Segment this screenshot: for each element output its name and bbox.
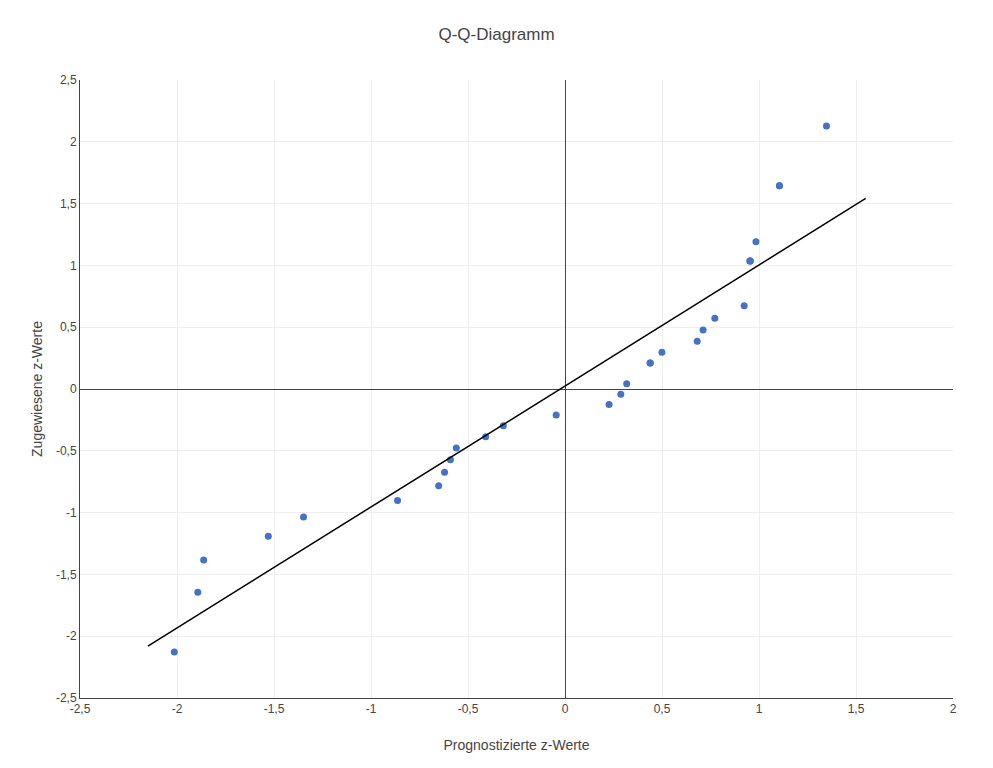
svg-text:0,5: 0,5	[60, 320, 77, 334]
svg-text:-2,5: -2,5	[70, 702, 91, 716]
svg-text:1: 1	[756, 702, 763, 716]
svg-text:0,5: 0,5	[654, 702, 671, 716]
svg-text:-0,5: -0,5	[458, 702, 479, 716]
svg-text:Prognostizierte z-Werte: Prognostizierte z-Werte	[443, 737, 589, 753]
svg-text:-2: -2	[66, 629, 77, 643]
svg-text:Zugewiesene z-Werte: Zugewiesene z-Werte	[29, 321, 45, 457]
svg-text:-0,5: -0,5	[56, 444, 77, 458]
svg-text:Q-Q-Diagramm: Q-Q-Diagramm	[438, 25, 554, 44]
svg-text:2,5: 2,5	[60, 73, 77, 87]
svg-text:1: 1	[70, 259, 77, 273]
svg-text:-1,5: -1,5	[264, 702, 285, 716]
svg-text:1,5: 1,5	[848, 702, 865, 716]
svg-text:-2: -2	[172, 702, 183, 716]
svg-text:-1: -1	[66, 506, 77, 520]
svg-text:1,5: 1,5	[60, 197, 77, 211]
svg-text:0: 0	[70, 382, 77, 396]
svg-text:2: 2	[70, 135, 77, 149]
svg-text:0: 0	[562, 702, 569, 716]
svg-text:2: 2	[950, 702, 957, 716]
svg-text:-1: -1	[366, 702, 377, 716]
svg-text:-2,5: -2,5	[56, 691, 77, 705]
svg-text:-1,5: -1,5	[56, 568, 77, 582]
